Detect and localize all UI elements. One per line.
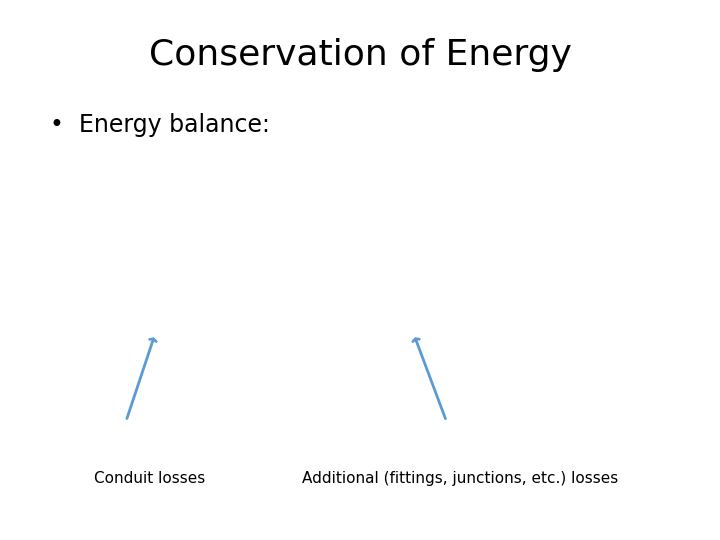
Text: •  Energy balance:: • Energy balance: [50, 113, 270, 137]
Text: Conservation of Energy: Conservation of Energy [148, 38, 572, 72]
Text: Conduit losses: Conduit losses [94, 471, 205, 486]
Text: Additional (fittings, junctions, etc.) losses: Additional (fittings, junctions, etc.) l… [302, 471, 618, 486]
